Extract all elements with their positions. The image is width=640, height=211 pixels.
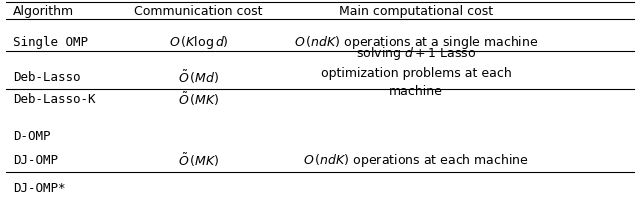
Text: $\tilde{O}\,(MK)$: $\tilde{O}\,(MK)$	[178, 91, 219, 108]
Text: $\tilde{O}\,(Md)$: $\tilde{O}\,(Md)$	[178, 68, 219, 86]
Text: $O\,(ndK)$ operations at each machine: $O\,(ndK)$ operations at each machine	[303, 152, 529, 169]
Text: Single OMP: Single OMP	[13, 36, 88, 49]
Text: DJ-OMP*: DJ-OMP*	[13, 182, 65, 195]
Text: Deb-Lasso-K: Deb-Lasso-K	[13, 93, 95, 106]
Text: Deb-Lasso: Deb-Lasso	[13, 70, 80, 84]
Text: Communication cost: Communication cost	[134, 5, 262, 18]
Text: $\tilde{O}\,(MK)$: $\tilde{O}\,(MK)$	[178, 152, 219, 169]
Text: $O\,(K\log d)$: $O\,(K\log d)$	[168, 34, 228, 51]
Text: DJ-OMP: DJ-OMP	[13, 154, 58, 167]
Text: Main computational cost: Main computational cost	[339, 5, 493, 18]
Text: $O\,(ndK)$ operations at a single machine: $O\,(ndK)$ operations at a single machin…	[294, 34, 538, 51]
Text: D-OMP: D-OMP	[13, 130, 51, 143]
Text: solving $d+1$ Lasso
optimization problems at each
machine: solving $d+1$ Lasso optimization problem…	[321, 45, 511, 98]
Text: Algorithm: Algorithm	[13, 5, 74, 18]
